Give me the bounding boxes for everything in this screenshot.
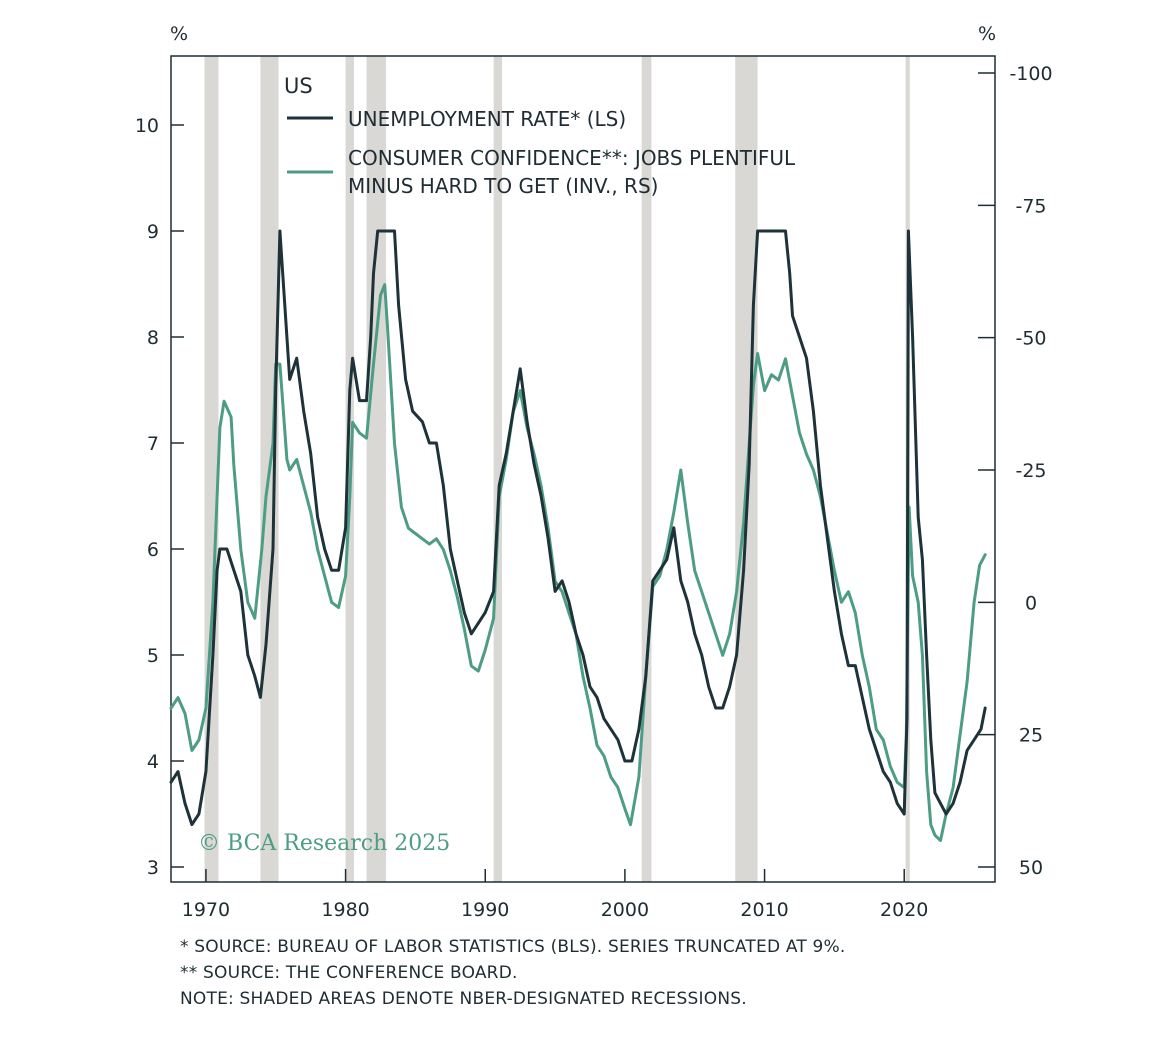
right-tick-label--75: -75	[1015, 195, 1046, 217]
x-tick-label-1970: 1970	[182, 899, 230, 921]
x-tick-label-2010: 2010	[740, 899, 788, 921]
x-tick-label-1990: 1990	[461, 899, 509, 921]
left-tick-label-9: 9	[147, 221, 159, 243]
plot-frame	[170, 55, 996, 883]
left-tick-label-4: 4	[147, 751, 159, 773]
right-tick-label--50: -50	[1015, 328, 1046, 350]
watermark: © BCA Research 2025	[198, 831, 450, 856]
axis-ticks-layer: 3 4 5 6 7 8 9 10 -100 -75 -50 -25 0 25 50 1970 1980 1990 2…	[135, 63, 1053, 921]
left-axis-unit: %	[170, 23, 188, 45]
series-line-unemployment	[169, 229, 987, 827]
legend-label-confidence-line1: CONSUMER CONFIDENCE**: JOBS PLENTIFUL	[348, 146, 796, 170]
footnote-bls: * SOURCE: BUREAU OF LABOR STATISTICS (BL…	[180, 937, 846, 957]
x-tick-label-2000: 2000	[601, 899, 649, 921]
right-tick-label-50: 50	[1019, 857, 1043, 879]
recession-band-5	[641, 56, 652, 882]
legend-label-unemployment: UNEMPLOYMENT RATE* (LS)	[348, 107, 626, 131]
footnotes: * SOURCE: BUREAU OF LABOR STATISTICS (BL…	[180, 934, 846, 1012]
footnote-recessions: NOTE: SHADED AREAS DENOTE NBER-DESIGNATE…	[180, 989, 747, 1009]
left-tick-label-3: 3	[147, 857, 159, 879]
recession-band-3	[366, 56, 387, 882]
x-tick-label-1980: 1980	[321, 899, 369, 921]
left-tick-label-10: 10	[135, 115, 159, 137]
recession-band-4	[493, 56, 502, 882]
right-tick-label-0: 0	[1025, 592, 1037, 614]
legend-label-confidence-line2: MINUS HARD TO GET (INV., RS)	[348, 174, 658, 198]
x-tick-label-2020: 2020	[880, 899, 928, 921]
footnote-conference-board: ** SOURCE: THE CONFERENCE BOARD.	[180, 963, 518, 983]
right-tick-label-25: 25	[1019, 725, 1043, 747]
left-tick-label-8: 8	[147, 327, 159, 349]
series-layer	[169, 229, 987, 842]
right-tick-label--100: -100	[1009, 63, 1052, 85]
left-tick-label-5: 5	[147, 645, 159, 667]
region-label: US	[284, 74, 313, 98]
left-tick-label-7: 7	[147, 433, 159, 455]
right-axis-unit: %	[978, 23, 996, 45]
right-tick-label--25: -25	[1015, 460, 1046, 482]
left-tick-label-6: 6	[147, 539, 159, 561]
